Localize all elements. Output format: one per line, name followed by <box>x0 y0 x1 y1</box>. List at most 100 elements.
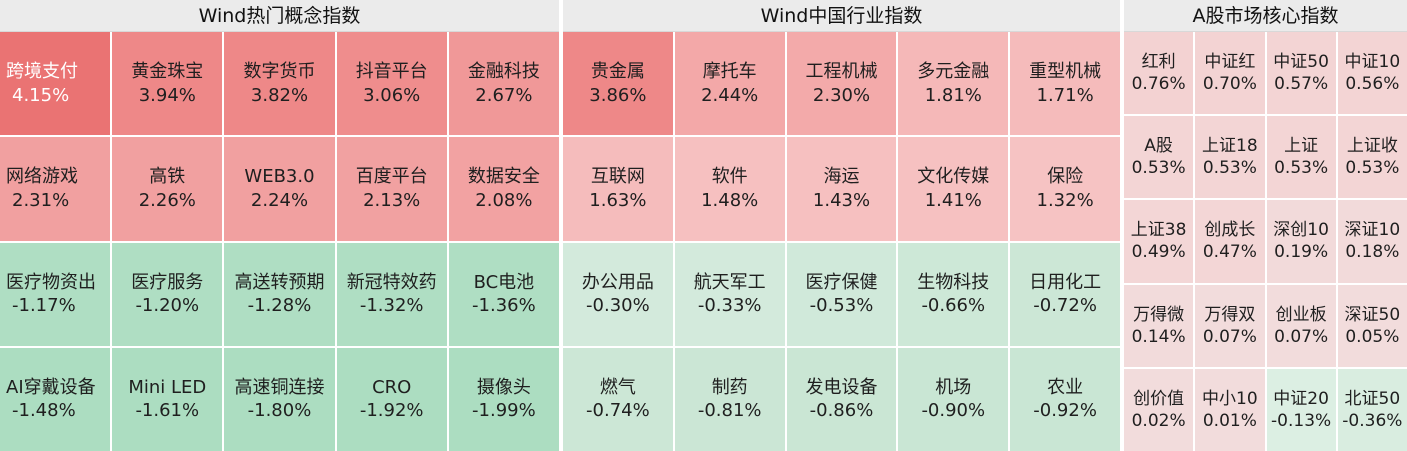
index-tile[interactable]: 中证50 0.57% <box>1266 32 1336 115</box>
index-name: 网络游戏 <box>6 166 78 188</box>
index-change: 0.53% <box>1131 158 1186 179</box>
index-tile[interactable]: 保险 1.32% <box>1010 137 1120 241</box>
index-tile[interactable]: 百度平台 2.13% <box>336 137 447 241</box>
index-change: 0.57% <box>1274 74 1329 95</box>
index-tile[interactable]: 创业板 0.07% <box>1266 284 1336 367</box>
index-tile[interactable]: 深证50 0.05% <box>1337 284 1407 367</box>
index-tile[interactable]: 重型机械 1.71% <box>1010 32 1120 136</box>
index-tile[interactable]: 创价值 0.02% <box>1124 368 1194 451</box>
index-change: 2.26% <box>138 189 196 211</box>
index-tile[interactable]: 文化传媒 1.41% <box>898 137 1009 241</box>
index-name: 贵金属 <box>590 61 645 83</box>
index-name: 办公用品 <box>581 271 654 293</box>
index-change: 2.08% <box>475 189 533 211</box>
index-tile[interactable]: 医疗服务 -1.20% <box>112 242 223 346</box>
index-change: 1.32% <box>1036 189 1094 211</box>
index-tile[interactable]: 北证50 -0.36% <box>1337 368 1407 451</box>
index-tile[interactable]: 上证18 0.53% <box>1195 116 1265 199</box>
tile-grid: 红利 0.76% 中证红 0.70% 中证50 0.57% 中证10 0.56% A股 0.53%… <box>1124 32 1407 451</box>
index-change: -0.86% <box>809 400 874 422</box>
index-tile[interactable]: 深创10 0.19% <box>1266 200 1336 283</box>
index-tile[interactable]: 高送转预期 -1.28% <box>224 242 335 346</box>
index-tile[interactable]: 跨境支付 4.15% <box>0 32 111 136</box>
panel-title: Wind中国行业指数 <box>563 0 1120 32</box>
index-name: 高速铜连接 <box>234 376 325 398</box>
index-name: 数据安全 <box>467 166 540 188</box>
index-name: 保险 <box>1047 166 1084 188</box>
index-change: 1.71% <box>1036 84 1094 106</box>
index-tile[interactable]: 创成长 0.47% <box>1195 200 1265 283</box>
index-tile[interactable]: 上证收 0.53% <box>1337 116 1407 199</box>
index-tile[interactable]: 工程机械 2.30% <box>786 32 897 136</box>
index-tile[interactable]: 中小10 0.01% <box>1195 368 1265 451</box>
index-tile[interactable]: 红利 0.76% <box>1124 32 1194 115</box>
index-tile[interactable]: 机场 -0.90% <box>898 347 1009 451</box>
index-tile[interactable]: 网络游戏 2.31% <box>0 137 111 241</box>
index-tile[interactable]: 发电设备 -0.86% <box>786 347 897 451</box>
index-change: 0.14% <box>1131 326 1186 347</box>
index-tile[interactable]: 生物科技 -0.66% <box>898 242 1009 346</box>
index-tile[interactable]: 高铁 2.26% <box>112 137 223 241</box>
index-tile[interactable]: 深证10 0.18% <box>1337 200 1407 283</box>
index-tile[interactable]: 新冠特效药 -1.32% <box>336 242 447 346</box>
index-name: A股 <box>1144 136 1173 157</box>
index-tile[interactable]: 农业 -0.92% <box>1010 347 1120 451</box>
index-change: 2.31% <box>12 189 70 211</box>
index-change: 2.13% <box>363 189 421 211</box>
index-name: 跨境支付 <box>6 61 78 83</box>
index-tile[interactable]: 抖音平台 3.06% <box>336 32 447 136</box>
index-name: 北证50 <box>1344 388 1401 409</box>
index-tile[interactable]: 医疗物资出 -1.17% <box>0 242 111 346</box>
index-tile[interactable]: 数字货币 3.82% <box>224 32 335 136</box>
index-tile[interactable]: 海运 1.43% <box>786 137 897 241</box>
index-tile[interactable]: 制药 -0.81% <box>674 347 785 451</box>
index-name: 多元金融 <box>917 61 990 83</box>
index-change: 0.49% <box>1131 242 1186 263</box>
index-tile[interactable]: 多元金融 1.81% <box>898 32 1009 136</box>
index-name: 中证红 <box>1204 52 1256 72</box>
index-tile[interactable]: 中证红 0.70% <box>1195 32 1265 115</box>
index-tile[interactable]: 黄金珠宝 3.94% <box>112 32 223 136</box>
index-tile[interactable]: 摄像头 -1.99% <box>448 347 559 451</box>
index-tile[interactable]: 互联网 1.63% <box>563 137 673 241</box>
index-change: -0.13% <box>1271 410 1332 431</box>
index-change: 1.43% <box>812 189 871 211</box>
index-tile[interactable]: 中证20 -0.13% <box>1266 368 1336 451</box>
index-name: 高送转预期 <box>234 271 325 293</box>
index-tile[interactable]: 燃气 -0.74% <box>563 347 673 451</box>
index-tile[interactable]: A股 0.53% <box>1124 116 1194 199</box>
index-tile[interactable]: 万得微 0.14% <box>1124 284 1194 367</box>
index-tile[interactable]: 摩托车 2.44% <box>674 32 785 136</box>
index-tile[interactable]: AI穿戴设备 -1.48% <box>0 347 111 451</box>
index-name: 中证50 <box>1273 52 1329 72</box>
index-name: 日用化工 <box>1029 271 1102 293</box>
index-tile[interactable]: CRO -1.92% <box>336 347 447 451</box>
index-tile[interactable]: 上证 0.53% <box>1266 116 1336 199</box>
index-tile[interactable]: 金融科技 2.67% <box>448 32 559 136</box>
index-change: -0.36% <box>1342 410 1403 431</box>
index-name: 工程机械 <box>805 61 878 83</box>
index-change: 0.05% <box>1345 326 1400 347</box>
index-tile[interactable]: WEB3.0 2.24% <box>224 137 335 241</box>
index-name: 红利 <box>1141 52 1176 72</box>
index-change: -1.32% <box>359 295 424 317</box>
index-tile[interactable]: 软件 1.48% <box>674 137 785 241</box>
index-change: 0.53% <box>1345 158 1400 179</box>
index-change: -0.72% <box>1033 295 1097 317</box>
index-tile[interactable]: 高速铜连接 -1.80% <box>224 347 335 451</box>
index-tile[interactable]: 上证38 0.49% <box>1124 200 1194 283</box>
index-change: 1.41% <box>924 189 982 211</box>
index-tile[interactable]: 日用化工 -0.72% <box>1010 242 1120 346</box>
index-tile[interactable]: 中证10 0.56% <box>1337 32 1407 115</box>
index-tile[interactable]: 医疗保健 -0.53% <box>786 242 897 346</box>
index-tile[interactable]: 数据安全 2.08% <box>448 137 559 241</box>
index-change: 2.24% <box>250 189 309 211</box>
index-tile[interactable]: 万得双 0.07% <box>1195 284 1265 367</box>
index-tile[interactable]: 贵金属 3.86% <box>563 32 673 136</box>
index-name: BC电池 <box>473 271 535 293</box>
index-tile[interactable]: Mini LED -1.61% <box>112 347 223 451</box>
index-tile[interactable]: BC电池 -1.36% <box>448 242 559 346</box>
index-tile[interactable]: 航天军工 -0.33% <box>674 242 785 346</box>
index-change: -0.92% <box>1033 400 1097 422</box>
index-tile[interactable]: 办公用品 -0.30% <box>563 242 673 346</box>
